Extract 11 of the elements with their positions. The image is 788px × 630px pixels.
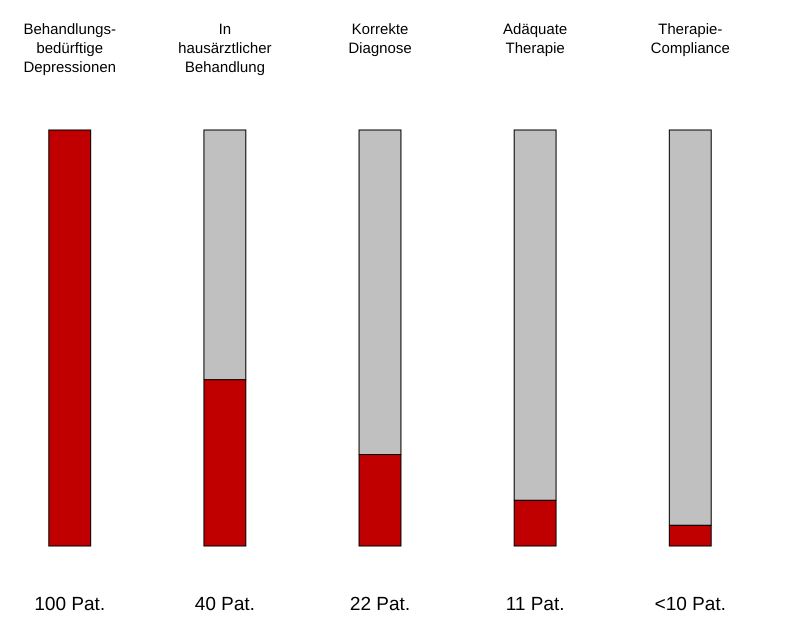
data-label: 11 Pat. bbox=[506, 594, 565, 615]
bar bbox=[48, 130, 92, 546]
x-tick-label: Adäquate Therapie bbox=[503, 21, 568, 57]
data-label: <10 Pat. bbox=[654, 594, 726, 615]
x-tick-label: Therapie- Compliance bbox=[650, 21, 730, 57]
x-tick-label: Behandlungs- bedürftige Depressionen bbox=[23, 21, 116, 76]
data-label: 40 Pat. bbox=[194, 594, 255, 615]
x-tick-label: In hausärztlicher Behandlung bbox=[178, 21, 272, 76]
x-tick-label: Korrekte Diagnose bbox=[348, 21, 412, 57]
data-label: 100 Pat. bbox=[34, 594, 106, 615]
data-label: 22 Pat. bbox=[350, 594, 410, 615]
